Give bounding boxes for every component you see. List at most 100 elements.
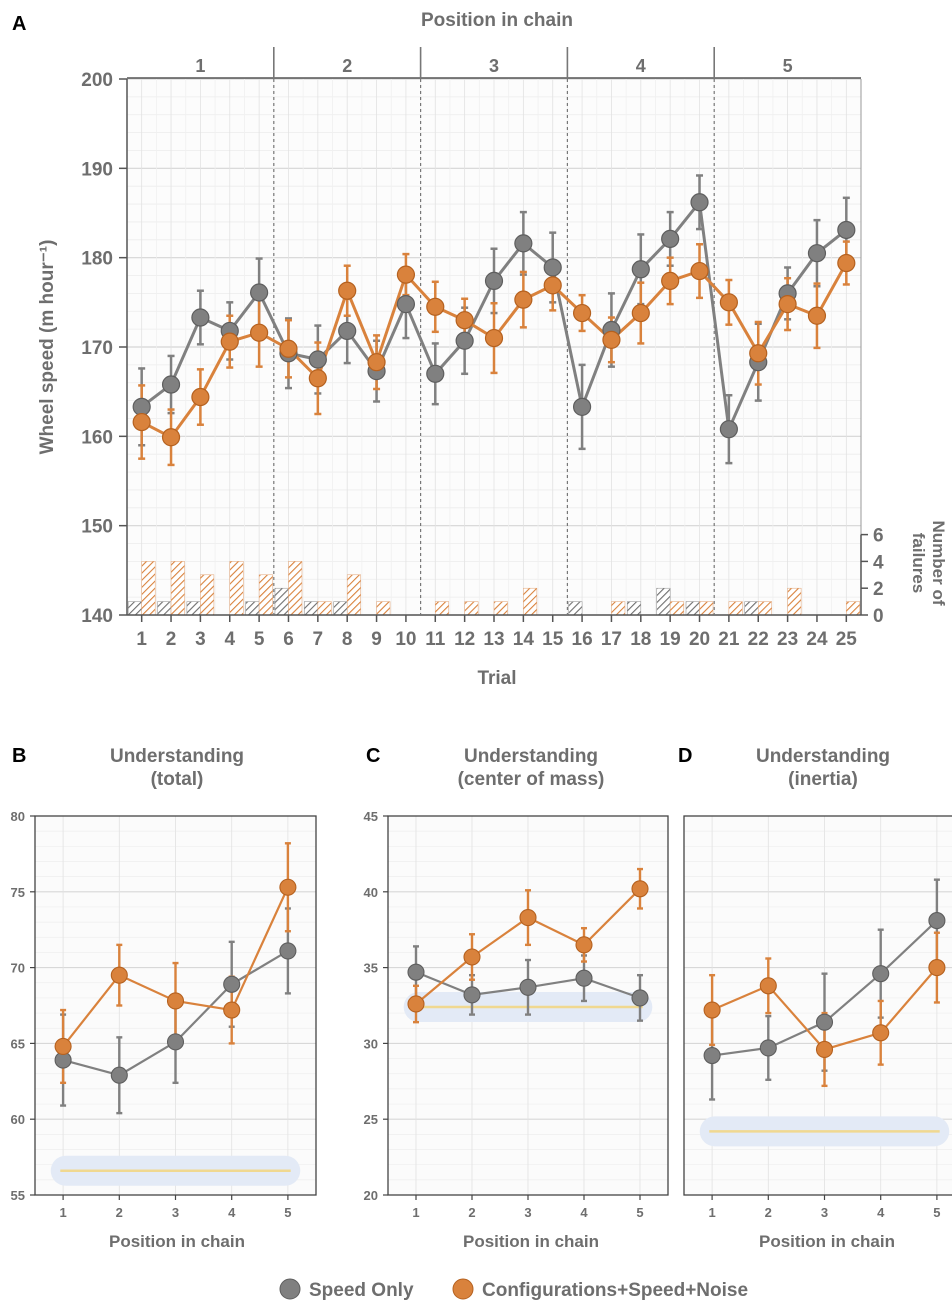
failure-bar-speed_only xyxy=(157,601,172,616)
legend-label-speed-only: Speed Only xyxy=(309,1280,414,1300)
failure-bar-speed_only xyxy=(127,601,142,616)
panel-a-x-tick-label: 25 xyxy=(836,629,858,650)
x-tick-label: 5 xyxy=(284,1205,291,1220)
data-point-config xyxy=(519,909,537,927)
y-tick-label: 65 xyxy=(11,1036,25,1051)
data-point-speed_only xyxy=(161,375,181,394)
x-tick-label: 4 xyxy=(228,1205,236,1220)
failure-bar-speed_only xyxy=(568,601,583,616)
failure-bar-config xyxy=(669,601,684,616)
failure-bar-config xyxy=(846,601,861,616)
data-point-speed_only xyxy=(543,258,562,277)
y-tick-label: 60 xyxy=(11,1112,25,1127)
data-point-config xyxy=(220,332,239,351)
legend-marker-config xyxy=(452,1278,474,1300)
panel-a-y-tick-label: 160 xyxy=(81,427,113,448)
panel-a-y2-tick-label: 4 xyxy=(873,552,884,573)
data-point-speed_only xyxy=(719,420,738,439)
data-point-config xyxy=(778,295,797,314)
x-tick-label: 3 xyxy=(821,1205,828,1220)
panel-a-x-tick-label: 24 xyxy=(806,629,828,650)
panel-a-x-tick-label: 15 xyxy=(542,629,564,650)
panel-a-y2-axis-label-line2: failures xyxy=(909,533,928,593)
panel-a-x-tick-label: 10 xyxy=(395,629,416,650)
failure-bar-config xyxy=(288,561,303,616)
x-tick-label: 1 xyxy=(59,1205,66,1220)
panel-a-x-tick-label: 23 xyxy=(777,629,798,650)
panel-a-x-tick-label: 2 xyxy=(166,629,177,650)
panel-a-x-tick-label: 9 xyxy=(371,629,382,650)
failure-bar-config xyxy=(346,574,361,616)
x-tick-label: 2 xyxy=(468,1205,475,1220)
data-point-config xyxy=(463,948,481,966)
panel-a-x-tick-label: 5 xyxy=(254,629,265,650)
legend-marker-speed-only xyxy=(279,1278,301,1300)
chain-position-label: 4 xyxy=(636,56,646,76)
data-point-config xyxy=(575,936,593,954)
panel-a-y-axis-label: Wheel speed (m hour⁻¹) xyxy=(37,240,58,455)
data-point-speed_only xyxy=(514,234,533,253)
panel-a-x-axis-label: Trial xyxy=(477,668,516,689)
failure-bar-speed_only xyxy=(333,601,348,616)
panel-a-title: Position in chain xyxy=(421,10,573,31)
panel-a-y2-tick-label: 6 xyxy=(873,526,884,547)
data-point-speed_only xyxy=(631,989,649,1007)
data-point-config xyxy=(661,271,680,290)
x-tick-label: 1 xyxy=(708,1205,715,1220)
panel-c-title-line1: Understanding xyxy=(464,746,598,767)
panel-a-x-tick-label: 16 xyxy=(572,629,593,650)
panel-a-series xyxy=(132,174,856,467)
data-point-config xyxy=(928,959,946,977)
y-tick-label: 45 xyxy=(364,809,378,824)
data-point-speed_only xyxy=(166,1033,185,1051)
failure-bar-config xyxy=(787,587,802,616)
y-tick-label: 30 xyxy=(364,1036,378,1051)
failure-bar-config xyxy=(258,574,273,616)
panel-label-d: D xyxy=(678,745,692,767)
data-point-config xyxy=(484,328,504,348)
failure-bar-config xyxy=(141,561,156,616)
data-point-config xyxy=(223,1001,241,1019)
data-point-config xyxy=(166,992,185,1010)
x-tick-label: 2 xyxy=(765,1205,772,1220)
panel-a-x-tick-label: 6 xyxy=(283,629,294,650)
panel-a-x-tick-label: 8 xyxy=(342,629,353,650)
failure-bar-config xyxy=(523,587,538,616)
panel-b-title-line1: Understanding xyxy=(110,746,244,767)
panel-a-y-tick-label: 150 xyxy=(81,517,113,538)
panel-a-x-tick-label: 13 xyxy=(483,629,504,650)
y-tick-label: 75 xyxy=(11,885,25,900)
panel-a-x-tick-label: 22 xyxy=(748,629,769,650)
y-tick-label: 55 xyxy=(11,1188,25,1203)
panel-d-understanding-inertia-chart: Understanding (inertia) 1 2 3 4 5 Position i… xyxy=(683,746,952,1251)
data-point-speed_only xyxy=(807,244,827,263)
y-tick-label: 35 xyxy=(364,961,378,976)
failure-bar-config xyxy=(699,601,714,616)
panel-label-b: B xyxy=(12,745,26,767)
panel-label-c: C xyxy=(366,745,380,767)
panel-a-y-tick-label: 140 xyxy=(81,606,113,627)
data-point-speed_only xyxy=(703,1046,721,1065)
panel-a-y-tick-label: 170 xyxy=(81,338,113,359)
failure-bar-speed_only xyxy=(274,587,289,616)
data-point-config xyxy=(338,281,357,300)
panel-a-x-tick-label: 14 xyxy=(513,629,535,650)
failure-bar-config xyxy=(170,561,185,616)
data-point-config xyxy=(191,387,210,407)
panel-b-plot: 55 60 65 70 75 80 1 2 3 4 5 xyxy=(11,809,317,1220)
data-point-speed_only xyxy=(759,1039,777,1057)
data-point-config xyxy=(250,323,269,342)
y-tick-label: 80 xyxy=(11,809,25,824)
data-point-config xyxy=(110,966,128,984)
data-point-config xyxy=(690,261,709,281)
data-point-speed_only xyxy=(661,229,680,249)
failure-bar-speed_only xyxy=(744,601,759,616)
data-point-speed_only xyxy=(455,331,474,350)
y-tick-label: 70 xyxy=(11,961,25,976)
failure-bar-speed_only xyxy=(304,601,319,616)
panel-a-x-tick-label: 18 xyxy=(630,629,651,650)
failure-bar-speed_only xyxy=(685,601,700,616)
x-tick-label: 5 xyxy=(933,1205,940,1220)
